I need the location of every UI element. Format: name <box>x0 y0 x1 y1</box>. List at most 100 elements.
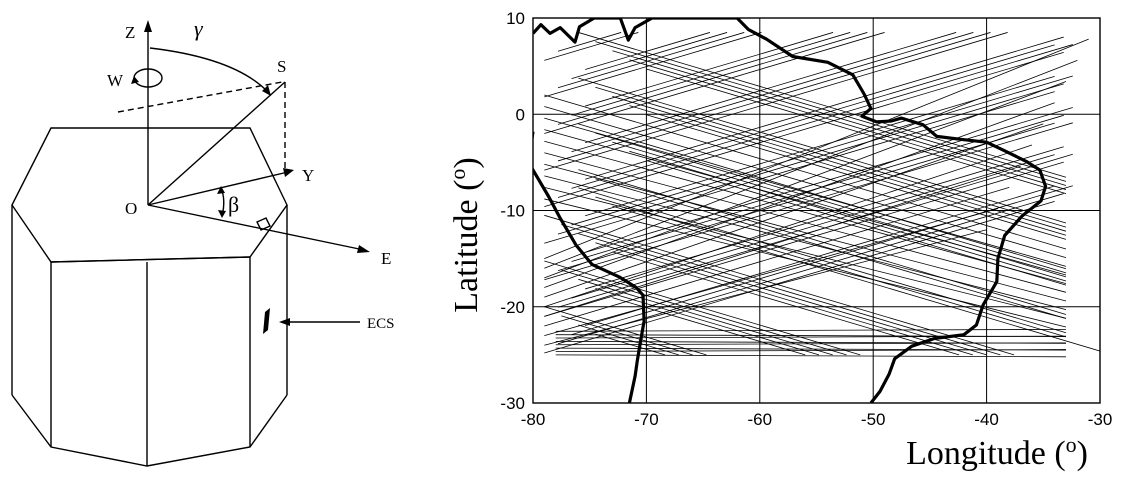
ground-track <box>555 328 1066 332</box>
octagon-top-face <box>11 127 288 263</box>
ground-track <box>557 32 745 89</box>
ground-track <box>595 288 820 356</box>
y-tick-label: 0 <box>516 105 525 124</box>
x-tick-label: -30 <box>1088 410 1113 429</box>
satellite-geometry-diagram <box>11 20 370 467</box>
w-plane-dashed <box>117 81 283 113</box>
coastline-west <box>533 131 646 403</box>
ground-track <box>544 32 639 61</box>
ground-track <box>544 260 861 356</box>
ground-track <box>544 187 1067 319</box>
ground-track <box>612 50 1067 186</box>
label-ecs: ECS <box>367 316 395 332</box>
ground-track <box>595 132 1067 274</box>
ground-track <box>544 38 1089 259</box>
ground-track <box>544 102 1055 288</box>
label-z: Z <box>125 23 135 42</box>
ground-track <box>544 94 1067 250</box>
label-gamma: γ <box>194 16 204 41</box>
ground-track <box>561 269 847 356</box>
ground-track <box>571 154 1055 299</box>
ground-track <box>571 32 974 153</box>
x-tick-label: -60 <box>748 410 773 429</box>
s-vector <box>147 81 286 206</box>
ground-track <box>544 198 1067 328</box>
ground-track <box>561 224 1001 356</box>
ground-track <box>544 51 1064 208</box>
x-tick-label: -50 <box>861 410 886 429</box>
ground-track <box>557 83 1064 235</box>
y-tick-label: -20 <box>500 298 525 317</box>
ground-track <box>557 32 868 125</box>
x-tick-label: -70 <box>634 410 659 429</box>
ground-track <box>544 32 1008 171</box>
y-tick-label: -10 <box>500 202 525 221</box>
diagram-labels: Z γ S W O Y β E ECS <box>107 16 395 332</box>
y-axis <box>147 171 289 206</box>
label-e: E <box>381 249 391 268</box>
z-axis-arrowhead <box>144 20 152 32</box>
label-s: S <box>277 57 286 76</box>
ground-track <box>544 129 1067 276</box>
ground-track <box>578 233 987 356</box>
ground-track <box>544 152 1067 293</box>
ground-track <box>571 185 1073 336</box>
top-face-front-edge <box>50 256 251 263</box>
ground-track <box>544 161 1064 317</box>
ground-track <box>544 187 1010 327</box>
ground-track <box>544 163 1067 302</box>
y-tick-labels: -30 -20 -10 0 10 <box>500 9 525 413</box>
ground-track <box>544 122 1073 281</box>
plot-frame <box>532 17 1101 404</box>
x-tick-labels: -80 -70 -60 -50 -40 -30 <box>521 410 1113 429</box>
y-axis-arrowhead <box>283 168 294 177</box>
ground-track <box>544 32 762 98</box>
ground-track <box>555 334 1066 337</box>
ground-track <box>585 32 957 144</box>
ground-track <box>578 123 1067 270</box>
ground-track <box>571 75 1073 226</box>
ground-track <box>544 91 1055 244</box>
ground-track <box>571 44 1055 189</box>
ground-track <box>571 32 728 80</box>
ground-track <box>544 59 1078 269</box>
ground-track <box>612 141 1067 278</box>
body-bottom-edge <box>11 394 288 467</box>
ground-track <box>544 229 987 346</box>
x-tick-label: -40 <box>974 410 999 429</box>
ecs-pointer-arrowhead <box>279 318 290 326</box>
beta-arc-arrowhead-top <box>217 186 225 194</box>
label-y: Y <box>302 166 314 185</box>
ground-track <box>555 340 1066 344</box>
y-tick-label: 10 <box>506 9 525 28</box>
ground-track <box>585 36 1064 180</box>
ground-track <box>629 105 1067 236</box>
ground-track <box>544 117 1067 267</box>
ground-track <box>557 32 991 162</box>
rotation-arrowhead <box>131 76 139 84</box>
ground-track <box>585 32 711 70</box>
ground-track <box>544 81 1067 279</box>
ground-track <box>544 214 1015 356</box>
ground-track <box>555 354 1066 358</box>
beta-arc-arrowhead-bottom <box>218 210 226 218</box>
ground-track <box>544 140 1067 285</box>
ground-track <box>544 175 1067 311</box>
ground-track <box>557 122 1055 272</box>
ground-track <box>557 32 622 52</box>
ground-track <box>544 200 1055 354</box>
ground-track <box>646 68 1067 195</box>
y-axis-title: Latitude (o) <box>445 157 485 312</box>
sensor-square <box>256 217 271 231</box>
ground-track <box>557 44 1073 198</box>
ground-track <box>612 205 1100 352</box>
gamma-arc-arrowhead <box>262 85 271 96</box>
ground-track <box>585 107 1073 253</box>
e-axis <box>147 204 365 251</box>
label-w: W <box>107 71 124 90</box>
ground-track <box>544 208 999 337</box>
ground-track <box>544 106 1067 259</box>
ground-track-chart: -80 -70 -60 -50 -40 -30 -30 -20 -10 0 10 Latitude… <box>445 9 1113 472</box>
ground-track <box>571 32 851 116</box>
